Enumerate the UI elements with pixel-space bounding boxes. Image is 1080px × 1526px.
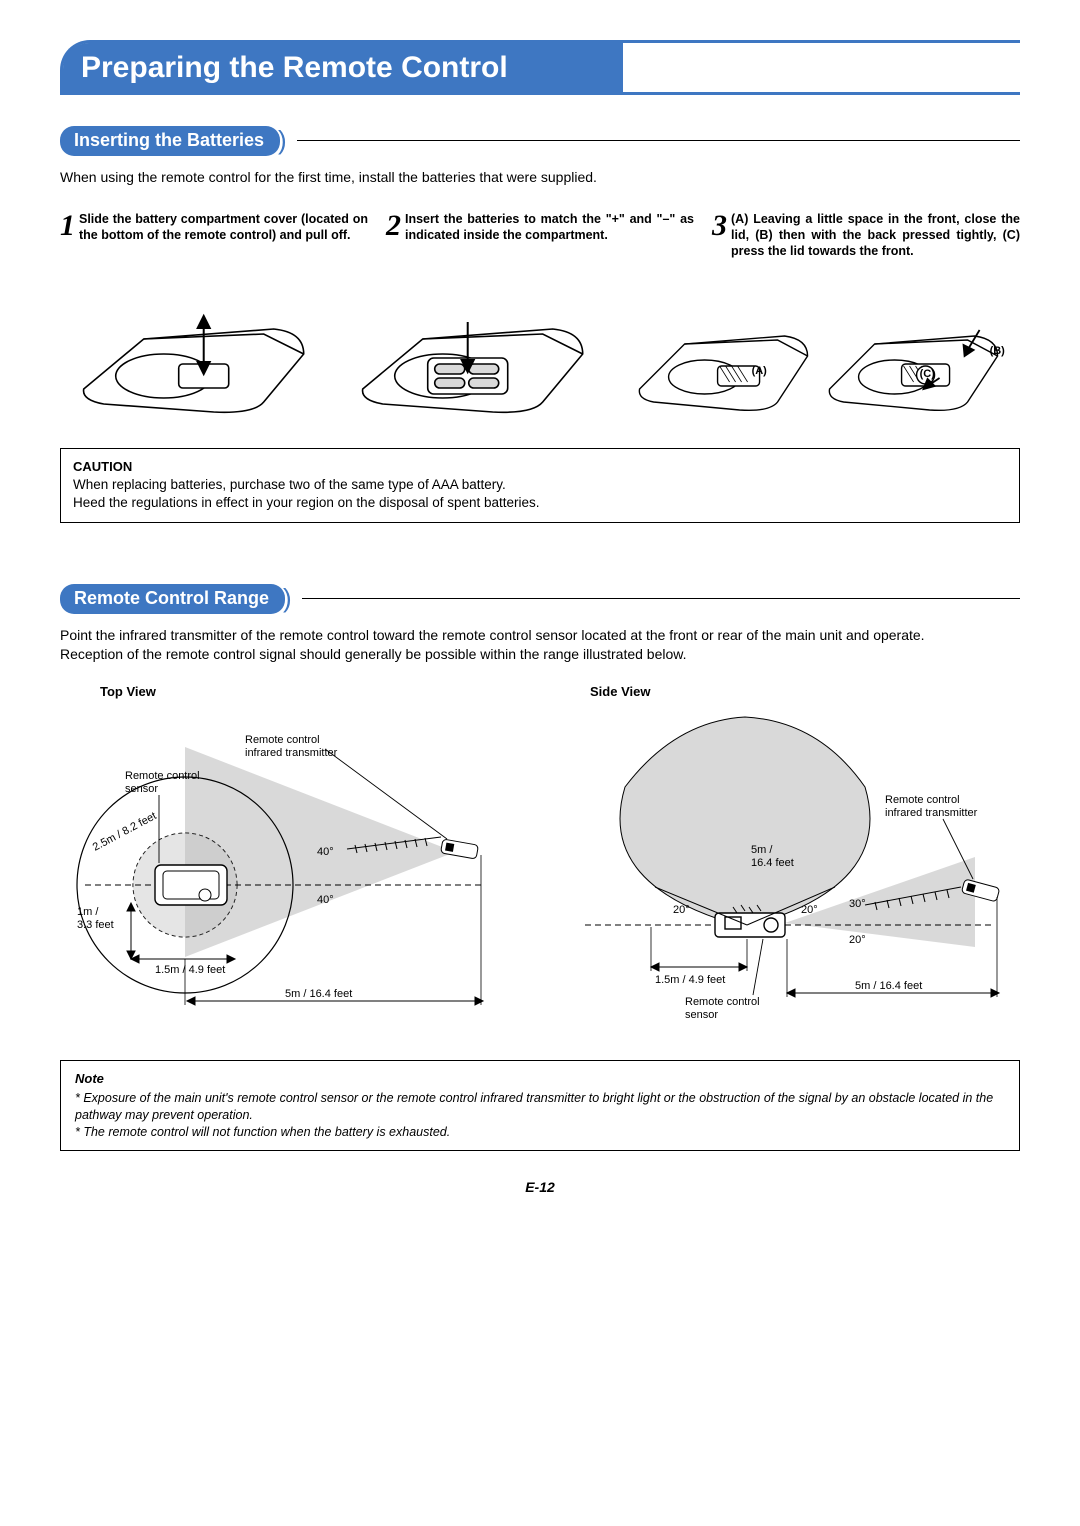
note-title: Note xyxy=(75,1071,1005,1086)
note-box: Note * Exposure of the main unit's remot… xyxy=(60,1060,1020,1152)
caution-title: CAUTION xyxy=(73,459,1007,474)
note-text-2: * The remote control will not function w… xyxy=(75,1124,1005,1141)
step-text: (A) Leaving a little space in the front,… xyxy=(731,211,1020,260)
top-view-svg: 40° 40° Remote controlinfrared transmitt… xyxy=(60,707,530,1027)
dist-label: 1.5m / 4.9 feet xyxy=(655,974,725,986)
step-number: 3 xyxy=(712,211,727,260)
side-view-svg: 20° 20° 30° 20° Remote controlinfrared t… xyxy=(550,707,1020,1027)
dist-label: 5m / 16.4 feet xyxy=(855,980,922,992)
step-text: Insert the batteries to match the "+" an… xyxy=(405,211,694,260)
side-view-diagram: Side View xyxy=(550,684,1020,1030)
angle-label: 20° xyxy=(673,904,690,916)
transmitter-label: Remote controlinfrared transmitter xyxy=(245,734,359,759)
remote-illustration-2 xyxy=(339,274,606,424)
angle-label: 40° xyxy=(317,894,334,906)
section-pill: Remote Control Range xyxy=(60,584,285,614)
transmitter-label: Remote controlinfrared transmitter xyxy=(885,794,978,819)
step-3: 3 (A) Leaving a little space in the fron… xyxy=(712,211,1020,260)
dist-label: 1m /3.3 feet xyxy=(77,906,135,931)
section-heading-range: Remote Control Range ) xyxy=(60,583,1020,614)
page-number: E-12 xyxy=(60,1179,1020,1195)
section-rule xyxy=(297,140,1020,141)
caution-box: CAUTION When replacing batteries, purcha… xyxy=(60,448,1020,523)
section-heading-batteries: Inserting the Batteries ) xyxy=(60,125,1020,156)
remote-illustration-3: (A) (B) (C) xyxy=(619,274,1020,424)
step-number: 1 xyxy=(60,211,75,260)
section1-intro: When using the remote control for the fi… xyxy=(60,168,1020,187)
angle-label: 40° xyxy=(317,846,334,858)
illustration-row: (A) (B) (C) xyxy=(60,274,1020,424)
page-title: Preparing the Remote Control xyxy=(63,43,623,95)
remote-illustration-1 xyxy=(60,274,327,424)
section-pill: Inserting the Batteries xyxy=(60,126,280,156)
section-rule xyxy=(302,598,1020,599)
angle-label: 30° xyxy=(849,898,866,910)
step-2: 2 Insert the batteries to match the "+" … xyxy=(386,211,694,260)
step-number: 2 xyxy=(386,211,401,260)
sensor-label: Remote controlsensor xyxy=(685,996,760,1021)
step-text: Slide the battery compartment cover (loc… xyxy=(79,211,368,260)
label-a: (A) xyxy=(751,365,767,377)
label-b: (B) xyxy=(989,345,1005,357)
top-view-diagram: Top View xyxy=(60,684,530,1030)
side-view-title: Side View xyxy=(590,684,1020,699)
caution-text: When replacing batteries, purchase two o… xyxy=(73,476,1007,512)
dist-label: 5m / 16.4 feet xyxy=(285,988,352,1000)
angle-label: 20° xyxy=(849,934,866,946)
page-title-bar: Preparing the Remote Control xyxy=(60,40,1020,95)
diagrams-row: Top View xyxy=(60,684,1020,1030)
step-1: 1 Slide the battery compartment cover (l… xyxy=(60,211,368,260)
dist-label: 1.5m / 4.9 feet xyxy=(155,964,225,976)
section2-intro: Point the infrared transmitter of the re… xyxy=(60,626,1020,664)
top-view-title: Top View xyxy=(100,684,530,699)
note-text-1: * Exposure of the main unit's remote con… xyxy=(75,1090,1005,1124)
angle-label: 20° xyxy=(801,904,818,916)
steps-row: 1 Slide the battery compartment cover (l… xyxy=(60,211,1020,260)
